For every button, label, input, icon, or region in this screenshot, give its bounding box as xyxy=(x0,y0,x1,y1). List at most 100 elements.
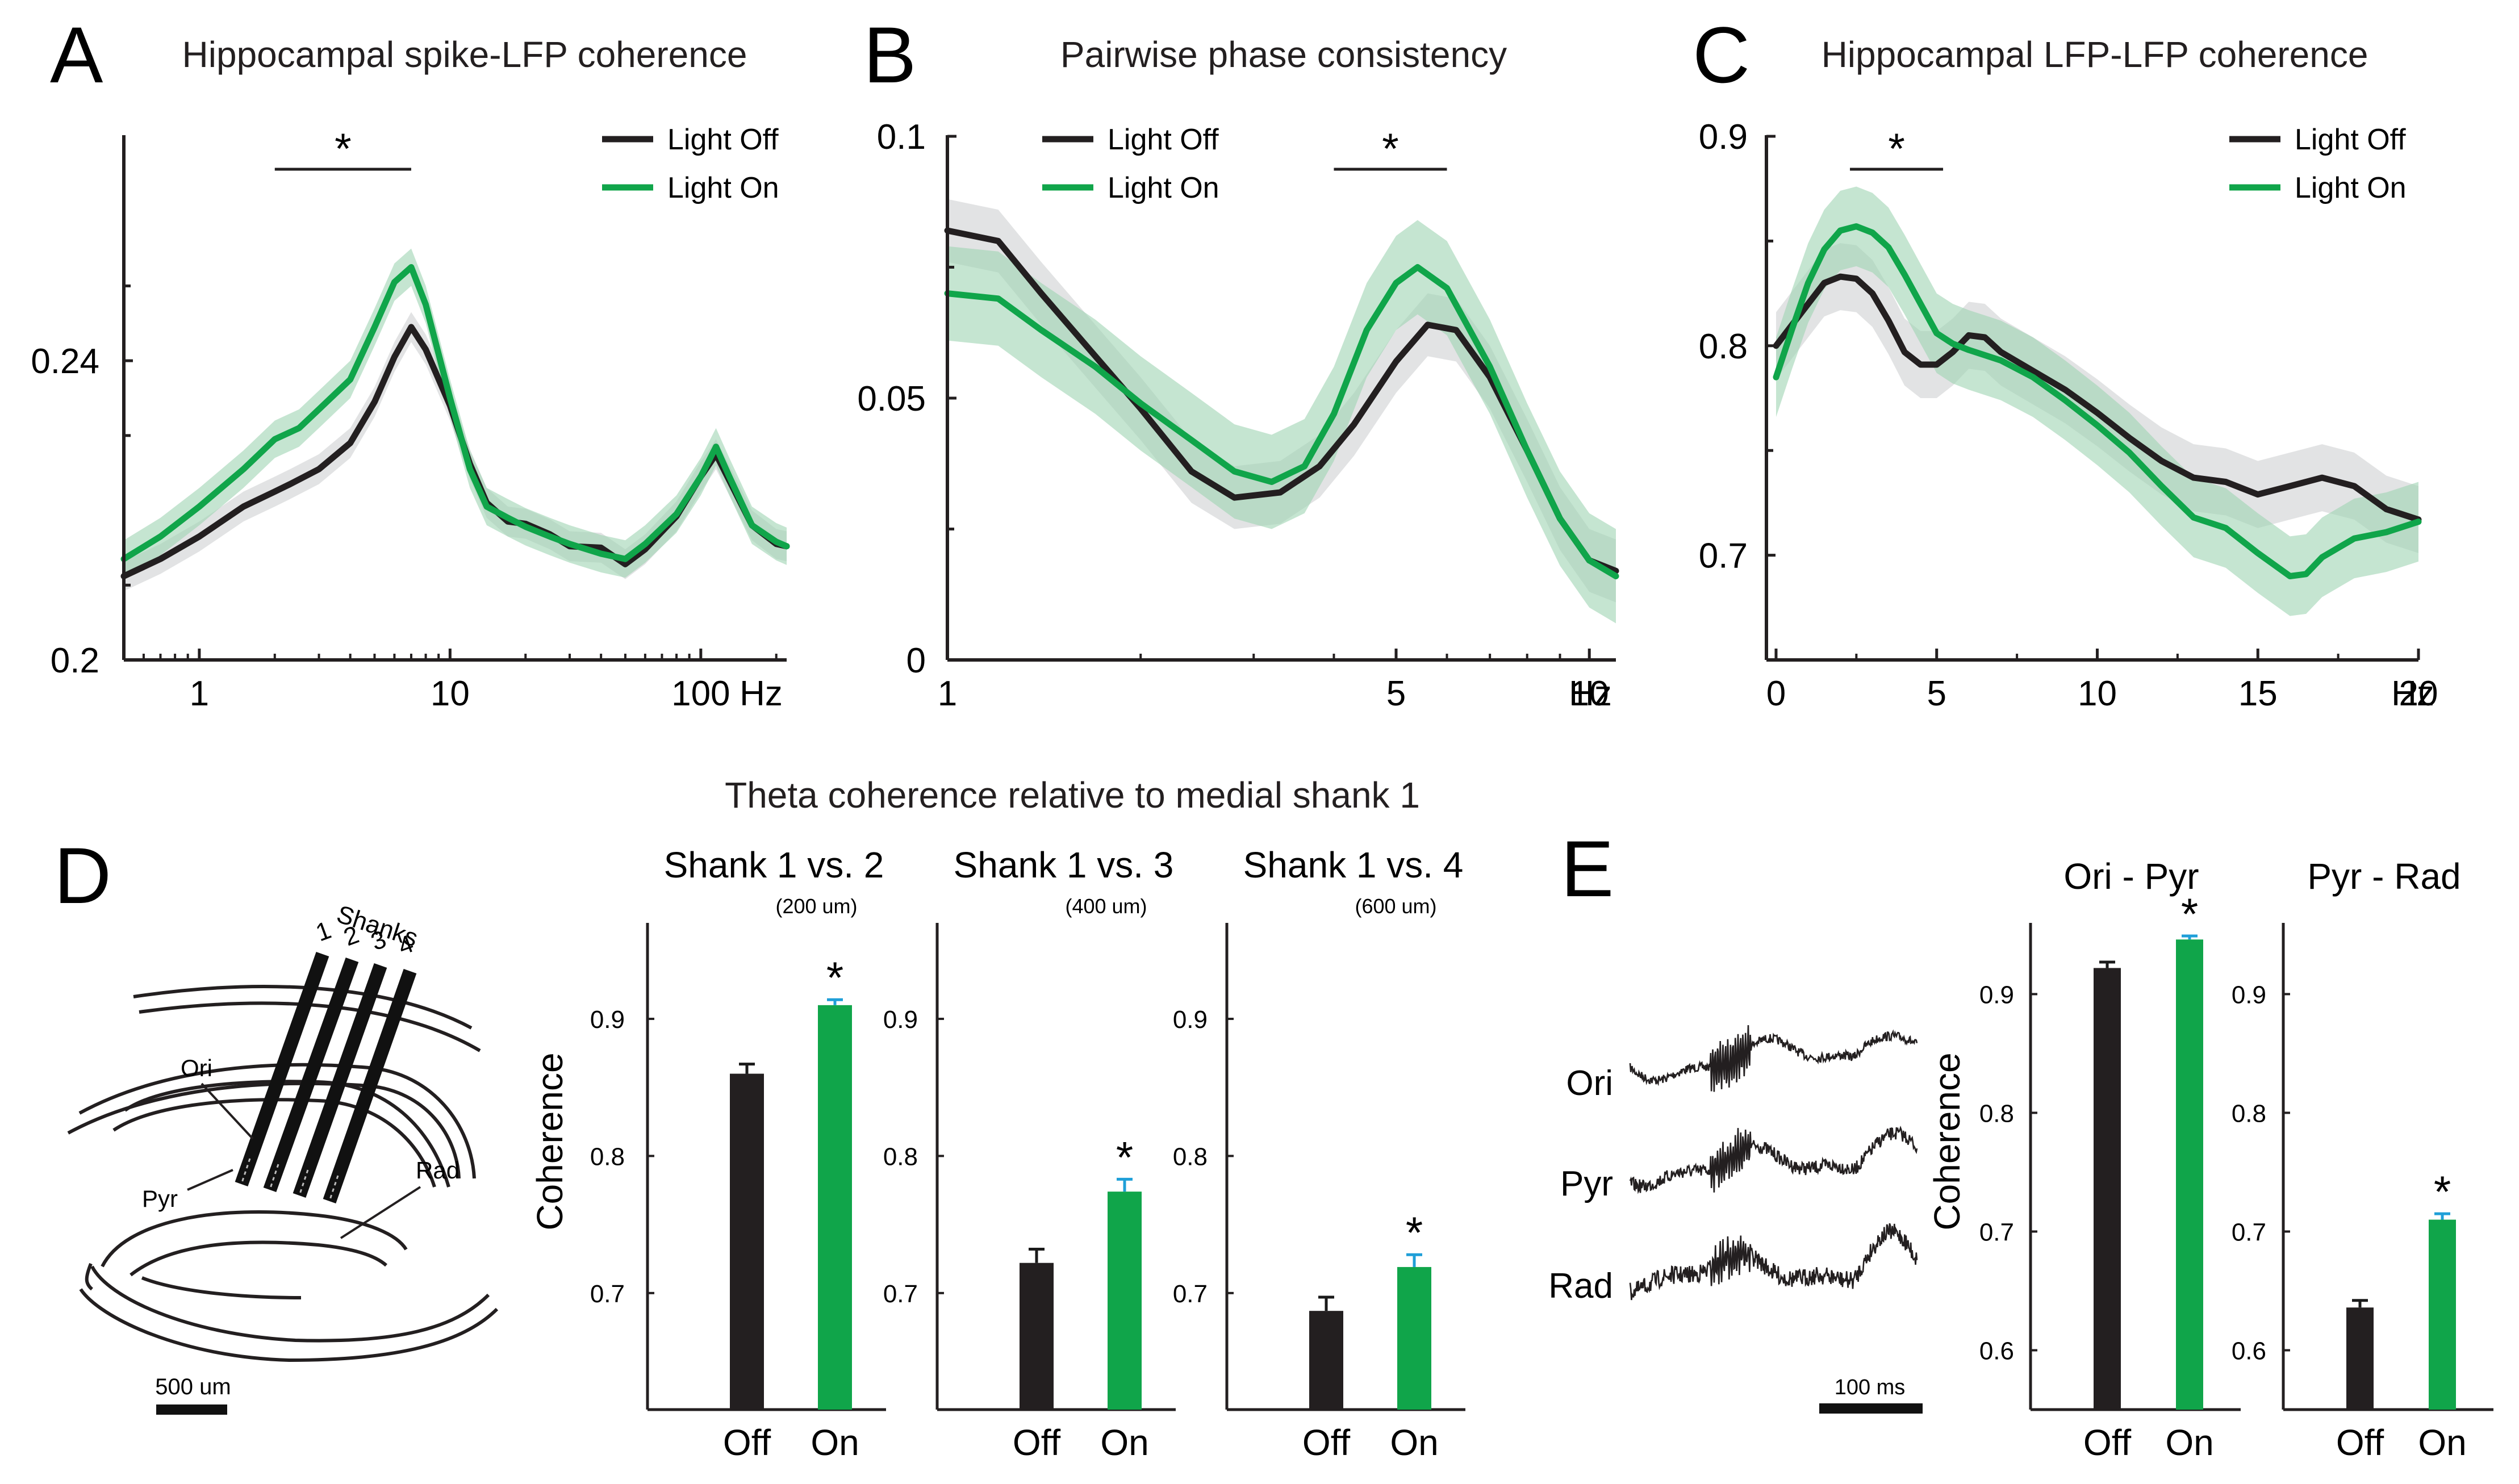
bar-y-tick-label: 0.8 xyxy=(590,1143,625,1171)
chart-b-title: Pairwise phase consistency xyxy=(1060,34,1507,75)
legend-label-light-off: Light Off xyxy=(667,123,779,156)
legend-label-light-on: Light On xyxy=(2295,172,2407,204)
panel-label-e: E xyxy=(1561,824,1614,913)
bar-panel-subtitle: (200 um) xyxy=(775,894,857,918)
y-tick-label: 0.05 xyxy=(857,379,926,419)
bar-off xyxy=(1309,1311,1343,1410)
significance-marker: * xyxy=(1382,125,1399,173)
bar-category-label: Off xyxy=(2336,1422,2384,1463)
lfp-traces: Ori Pyr Rad 100 ms xyxy=(1548,1025,1923,1414)
bar-panel-subtitle: (600 um) xyxy=(1355,894,1436,918)
bar-off xyxy=(730,1073,764,1410)
legend-label-light-off: Light Off xyxy=(1108,123,1219,156)
layer-pointers xyxy=(187,1082,421,1239)
bar-category-label: On xyxy=(2418,1422,2466,1463)
bar-category-label: On xyxy=(1100,1422,1148,1463)
layer-label-pyr: Pyr xyxy=(142,1185,178,1212)
y-tick-label: 0.8 xyxy=(1699,327,1748,366)
chart-c-lfp-lfp-coherence: Hippocampal LFP-LFP coherence 0.7 0.8 0.9 0 5… xyxy=(1699,34,2438,713)
x-tick-label: 10 xyxy=(2078,674,2117,713)
x-axis-label: Hz xyxy=(2391,674,2434,713)
series-band-light-on xyxy=(947,220,1616,624)
hippocampus-schematic: Shanks 1 2 3 4 Ori Pyr Rad 500 um xyxy=(67,900,499,1415)
series-band-light-off xyxy=(124,312,787,591)
x-tick-label: 10 xyxy=(1570,674,1609,713)
trace-scale-label: 100 ms xyxy=(1835,1376,1906,1399)
x-tick-label: 1 xyxy=(190,674,209,713)
bar-panel-shank-1-vs-3: 0.7 0.8 0.9 Off On * Shank 1 vs. 3 (400 um) xyxy=(883,845,1176,1463)
y-tick-label: 0.9 xyxy=(1699,118,1748,157)
bar-y-axis-label: Coherence xyxy=(1927,1052,1967,1230)
bar-category-label: Off xyxy=(723,1422,771,1463)
bar-on xyxy=(2176,939,2203,1410)
bar-panel-title: Shank 1 vs. 3 xyxy=(954,845,1174,885)
significance-marker: * xyxy=(2434,1167,2451,1217)
trace-label-rad: Rad xyxy=(1548,1266,1613,1306)
bar-category-label: Off xyxy=(1302,1422,1350,1463)
bar-y-tick-label: 0.7 xyxy=(883,1280,918,1308)
legend-label-light-off: Light Off xyxy=(2295,123,2406,156)
bar-y-tick-label: 0.9 xyxy=(590,1006,625,1034)
bar-off xyxy=(2346,1307,2374,1410)
x-tick-label: 20 xyxy=(2399,674,2438,713)
significance-marker: * xyxy=(1406,1207,1423,1257)
legend-label-light-on: Light On xyxy=(667,172,779,204)
lfp-trace-pyr xyxy=(1629,1126,1918,1194)
chart-a-title: Hippocampal spike-LFP coherence xyxy=(182,34,747,75)
bar-panel-title: Ori - Pyr xyxy=(2063,856,2199,897)
layer-label-rad: Rad xyxy=(416,1157,459,1184)
bar-panel-shank-1-vs-4: 0.7 0.8 0.9 Off On * Shank 1 vs. 4 (600 um) xyxy=(1173,845,1465,1463)
x-axis-label: Hz xyxy=(740,674,783,713)
shank-number-1: 1 xyxy=(312,916,335,947)
recording-sites xyxy=(240,1158,339,1202)
chart-a-spike-lfp-coherence: Hippocampal spike-LFP coherence 0.2 0.24 1 1… xyxy=(31,34,790,713)
bar-category-label: On xyxy=(2165,1422,2213,1463)
bar-panel-ori-pyr: 0.6 0.7 0.8 0.9 Off On *Ori - Pyr Coherence xyxy=(1927,856,2241,1463)
legend-label-light-on: Light On xyxy=(1108,172,1219,204)
chart-c-title: Hippocampal LFP-LFP coherence xyxy=(1822,34,2368,75)
bar-panel-pyr-rad: 0.6 0.7 0.8 0.9 Off On * Pyr - Rad xyxy=(2232,856,2493,1463)
scale-bar-label: 500 um xyxy=(155,1374,231,1399)
bar-y-tick-label: 0.9 xyxy=(883,1006,918,1034)
x-axis-label: Hz xyxy=(1569,674,1612,713)
hippocampus-outline xyxy=(67,985,499,1362)
bar-on xyxy=(1108,1192,1142,1410)
bar-y-tick-label: 0.7 xyxy=(1979,1218,2014,1246)
bar-y-tick-label: 0.7 xyxy=(1173,1280,1208,1308)
bar-off xyxy=(2094,968,2121,1410)
bar-on xyxy=(1397,1266,1431,1410)
bar-panel-title: Pyr - Rad xyxy=(2307,856,2460,897)
significance-marker: * xyxy=(826,952,843,1002)
series-band-light-on xyxy=(1776,186,2418,616)
x-tick-label: 5 xyxy=(1386,674,1406,713)
bar-panel-title: Shank 1 vs. 4 xyxy=(1243,845,1464,885)
bar-y-tick-label: 0.8 xyxy=(883,1143,918,1171)
x-tick-label: 15 xyxy=(2238,674,2278,713)
lfp-trace-ori xyxy=(1629,1025,1918,1092)
bar-charts: 0.7 0.8 0.9 Off On * Shank 1 vs. 2 (200 um) Cohe… xyxy=(529,845,2493,1463)
series-line-light-on xyxy=(1773,223,2422,579)
bar-y-tick-label: 0.9 xyxy=(1173,1006,1208,1034)
series-line-light-off xyxy=(120,324,790,579)
bar-y-axis-label: Coherence xyxy=(529,1052,570,1230)
bar-y-tick-label: 0.6 xyxy=(1979,1337,2014,1365)
panel-label-a: A xyxy=(50,10,103,99)
lfp-trace-rad xyxy=(1629,1223,1918,1301)
y-tick-label: 0.7 xyxy=(1699,537,1748,576)
series-line-light-off xyxy=(1773,273,2422,523)
trace-label-ori: Ori xyxy=(1566,1064,1613,1103)
bar-y-tick-label: 0.9 xyxy=(2232,981,2266,1009)
panel-label-b: B xyxy=(863,10,916,99)
chart-d-title: Theta coherence relative to medial shank… xyxy=(725,775,1420,816)
y-tick-label: 0.24 xyxy=(31,342,99,381)
significance-marker: * xyxy=(1888,125,1905,173)
bar-on xyxy=(818,1005,852,1410)
electrode-shanks xyxy=(235,952,417,1203)
series-line-light-on xyxy=(120,264,790,562)
series-line-light-on xyxy=(944,264,1619,579)
bar-category-label: Off xyxy=(2083,1422,2131,1463)
bar-y-tick-label: 0.8 xyxy=(1173,1143,1208,1171)
trace-label-pyr: Pyr xyxy=(1560,1164,1613,1203)
bar-on xyxy=(2429,1219,2456,1410)
